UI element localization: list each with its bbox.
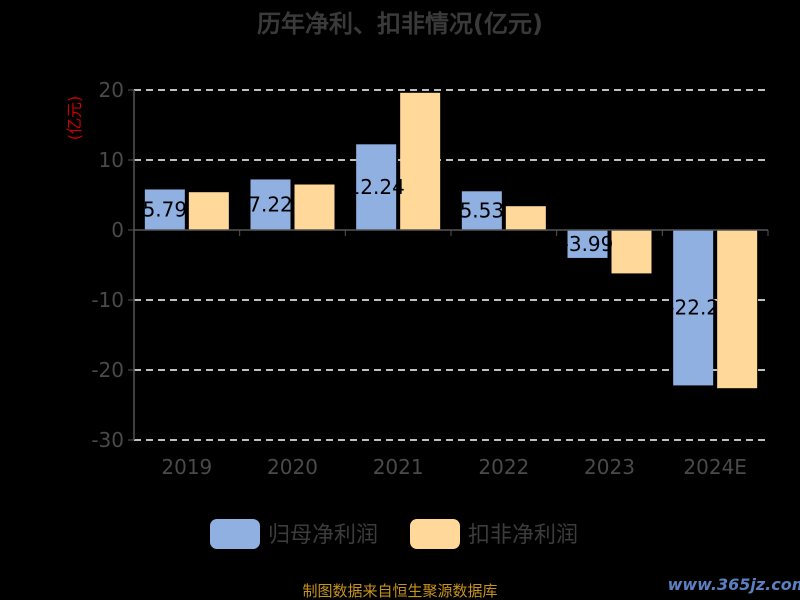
x-tick-label: 2022 (478, 455, 529, 479)
data-label: 5.53 (460, 199, 505, 223)
x-tick-label: 2024E (683, 455, 747, 479)
y-axis-label: (亿元) (65, 96, 84, 141)
y-tick-label: -30 (91, 428, 124, 452)
source-note: 制图数据来自恒生聚源数据库 (302, 582, 497, 600)
gridlines (128, 89, 768, 441)
bar-net-profit (144, 189, 185, 230)
bar-deducted-profit (188, 192, 229, 230)
bar-deducted-profit (717, 230, 758, 389)
bar-net-profit (567, 230, 608, 258)
data-label: -22.2 (667, 296, 719, 320)
x-tick-label: 2021 (373, 455, 424, 479)
data-label: 12.24 (348, 175, 405, 199)
x-axis-ticks: 2019 2020 2021 2022 2023 2024E (161, 455, 747, 479)
legend-swatch[interactable] (210, 519, 260, 549)
x-tick-label: 2019 (161, 455, 212, 479)
bar-net-profit (250, 179, 291, 230)
bar-deducted-profit (611, 230, 652, 274)
y-tick-label: -20 (91, 358, 124, 382)
y-tick-label: 0 (111, 218, 124, 242)
bar-net-profit (461, 191, 502, 230)
bar-deducted-profit (294, 184, 335, 230)
x-tick-label: 2020 (267, 455, 318, 479)
y-tick-label: -10 (91, 288, 124, 312)
data-label: 5.79 (143, 198, 188, 222)
data-label: -3.99 (562, 232, 614, 256)
legend-label: 归母净利润 (268, 523, 378, 548)
bar-net-profit (356, 144, 397, 230)
chart-title: 历年净利、扣非情况(亿元) (257, 10, 543, 38)
bar-net-profit (673, 230, 714, 386)
axes (133, 90, 769, 440)
data-label: 7.22 (248, 193, 293, 217)
watermark: www.365jz.com (668, 575, 800, 594)
legend-label: 扣非净利润 (468, 523, 578, 548)
legend[interactable]: 归母净利润 扣非净利润 (210, 519, 578, 549)
y-tick-label: 10 (99, 148, 124, 172)
bar-deducted-profit (400, 92, 441, 230)
y-tick-label: 20 (99, 78, 124, 102)
legend-swatch[interactable] (410, 519, 460, 549)
x-tick-label: 2023 (584, 455, 635, 479)
y-axis-ticks: 20 10 0 -10 -20 -30 (91, 78, 124, 452)
data-labels: 5.79 7.22 12.24 5.53 -3.99 -22.2 (143, 175, 719, 320)
bar-deducted-profit (505, 206, 546, 230)
bars (144, 92, 758, 389)
